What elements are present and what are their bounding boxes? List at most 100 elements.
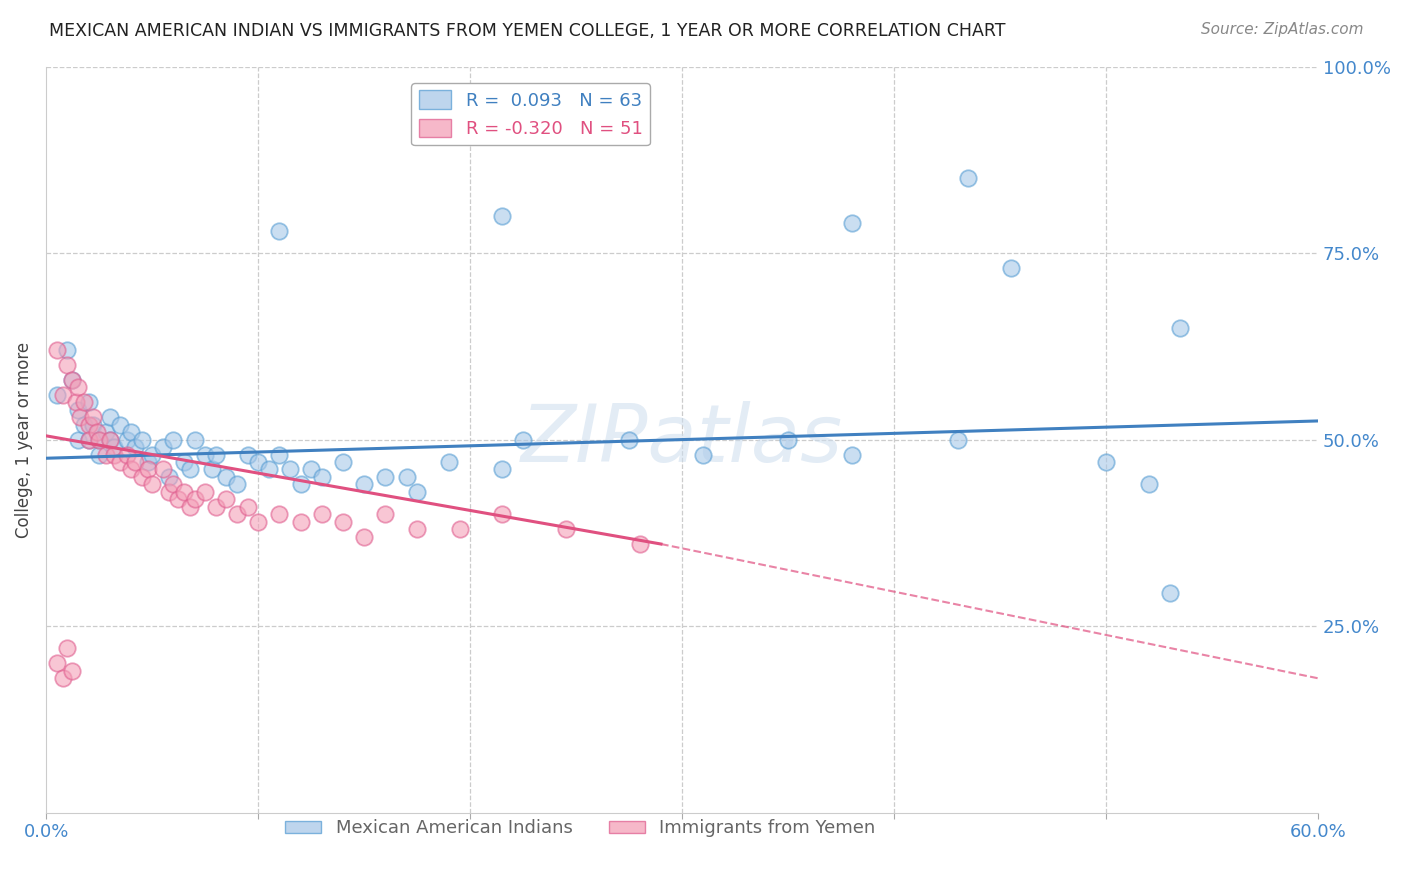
Point [110, 417, 132, 432]
Point [136, 455, 159, 469]
Point [120, 425, 142, 439]
Point [45, 343, 67, 357]
Point [353, 477, 375, 491]
Text: ZIPatlas: ZIPatlas [522, 401, 844, 479]
Point [290, 477, 312, 491]
Point [1170, 320, 1192, 334]
Point [110, 455, 132, 469]
Point [152, 462, 174, 476]
Point [103, 440, 125, 454]
Point [491, 462, 513, 476]
Point [162, 477, 184, 491]
Point [179, 462, 201, 476]
Point [269, 448, 291, 462]
Point [136, 462, 159, 476]
Point [66, 380, 89, 394]
Point [65, 395, 87, 409]
Point [52, 388, 75, 402]
Point [141, 448, 163, 462]
Point [247, 455, 270, 469]
Point [69, 410, 91, 425]
Point [332, 455, 354, 469]
Point [45, 388, 67, 402]
Point [82, 410, 104, 425]
Point [56, 358, 79, 372]
Point [124, 440, 146, 454]
Point [77, 395, 100, 409]
Point [236, 448, 259, 462]
Point [204, 448, 226, 462]
Point [89, 433, 111, 447]
Point [215, 470, 238, 484]
Point [406, 522, 429, 536]
Point [77, 433, 100, 447]
Point [1095, 455, 1118, 469]
Point [115, 433, 138, 447]
Point [89, 448, 111, 462]
Point [299, 462, 322, 476]
Point [77, 433, 100, 447]
Point [374, 507, 396, 521]
Point [269, 507, 291, 521]
Point [236, 500, 259, 514]
Point [98, 433, 121, 447]
Point [162, 433, 184, 447]
Point [173, 455, 195, 469]
Point [131, 470, 153, 484]
Point [449, 522, 471, 536]
Point [841, 448, 863, 462]
Point [131, 433, 153, 447]
Point [311, 507, 333, 521]
Point [491, 507, 513, 521]
Point [66, 433, 89, 447]
Point [77, 417, 100, 432]
Point [554, 522, 576, 536]
Point [183, 433, 205, 447]
Point [52, 671, 75, 685]
Point [215, 492, 238, 507]
Point [290, 515, 312, 529]
Point [66, 402, 89, 417]
Point [332, 515, 354, 529]
Point [778, 433, 800, 447]
Point [204, 500, 226, 514]
Point [353, 530, 375, 544]
Point [60, 373, 83, 387]
Point [56, 343, 79, 357]
Point [437, 455, 460, 469]
Point [226, 477, 249, 491]
Point [628, 537, 651, 551]
Point [152, 440, 174, 454]
Point [45, 657, 67, 671]
Point [157, 484, 180, 499]
Point [692, 448, 714, 462]
Point [311, 470, 333, 484]
Point [841, 216, 863, 230]
Point [946, 433, 969, 447]
Text: Source: ZipAtlas.com: Source: ZipAtlas.com [1201, 22, 1364, 37]
Point [617, 433, 640, 447]
Point [82, 417, 104, 432]
Point [194, 484, 217, 499]
Point [157, 470, 180, 484]
Point [73, 395, 96, 409]
Point [173, 484, 195, 499]
Point [1159, 585, 1181, 599]
Point [60, 373, 83, 387]
Point [257, 462, 280, 476]
Point [103, 448, 125, 462]
Point [269, 224, 291, 238]
Point [247, 515, 270, 529]
Point [374, 470, 396, 484]
Point [183, 492, 205, 507]
Point [89, 433, 111, 447]
Point [1137, 477, 1160, 491]
Point [179, 500, 201, 514]
Point [200, 462, 222, 476]
Point [1000, 260, 1022, 275]
Point [395, 470, 418, 484]
Point [226, 507, 249, 521]
Point [120, 462, 142, 476]
Legend: Mexican American Indians, Immigrants from Yemen: Mexican American Indians, Immigrants fro… [278, 812, 883, 845]
Text: MEXICAN AMERICAN INDIAN VS IMMIGRANTS FROM YEMEN COLLEGE, 1 YEAR OR MORE CORRELA: MEXICAN AMERICAN INDIAN VS IMMIGRANTS FR… [49, 22, 1005, 40]
